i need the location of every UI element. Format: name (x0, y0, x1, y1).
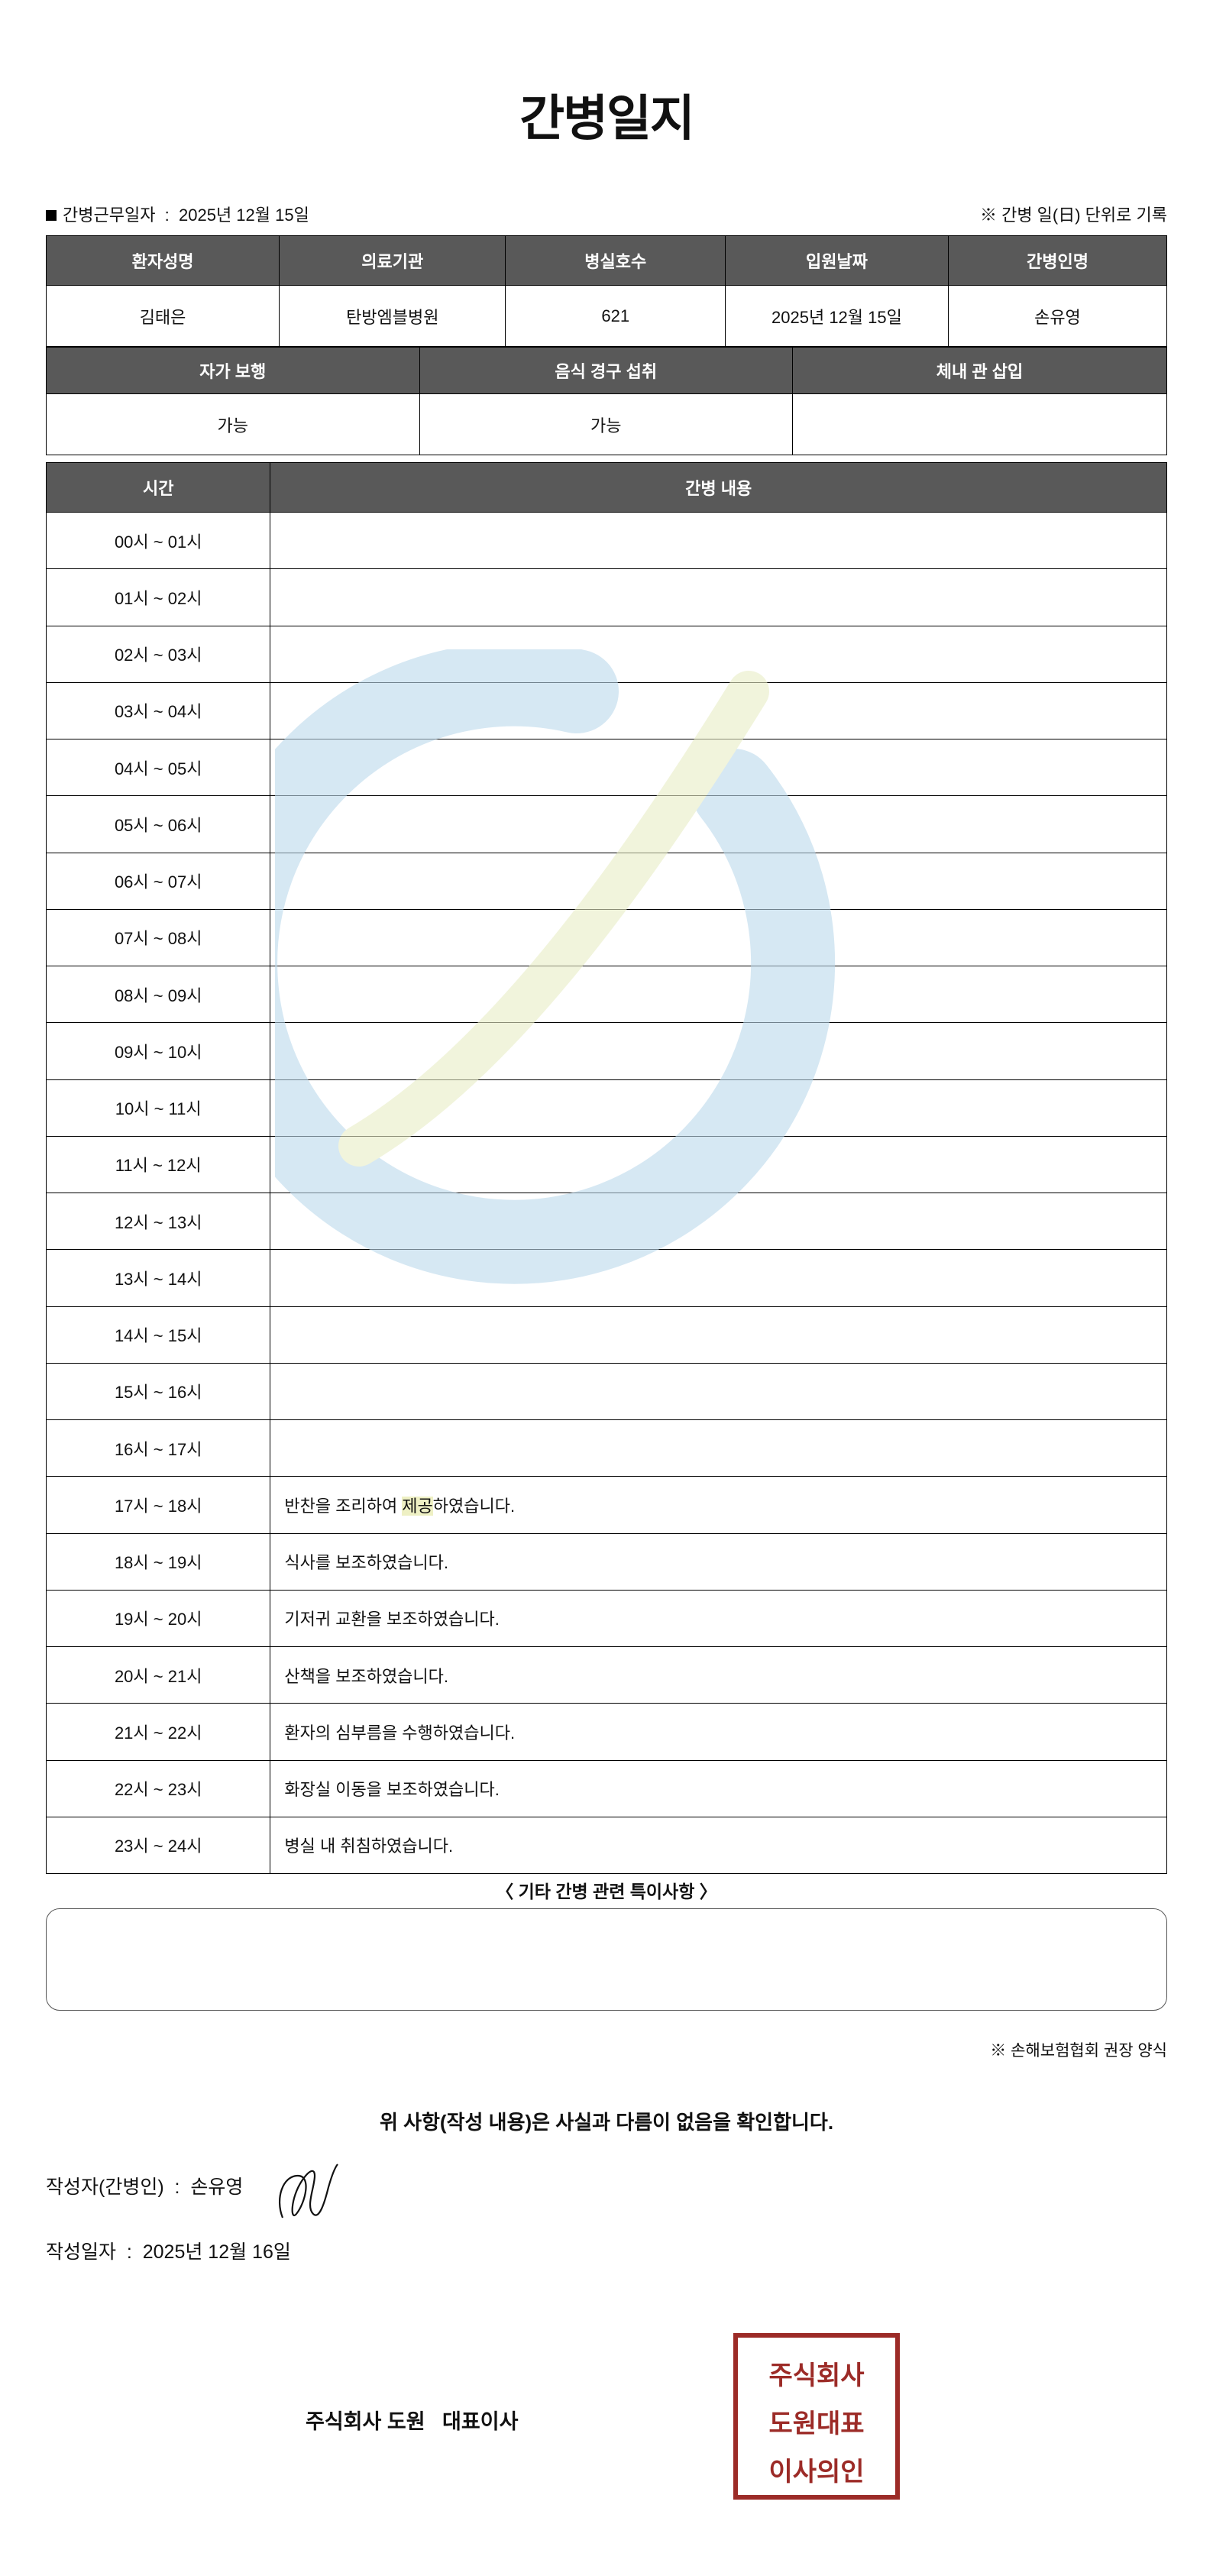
svg-text:주식회사: 주식회사 (768, 2361, 864, 2390)
svg-text:이사의인: 이사의인 (768, 2458, 864, 2487)
svg-text:도원대표: 도원대표 (768, 2409, 864, 2438)
